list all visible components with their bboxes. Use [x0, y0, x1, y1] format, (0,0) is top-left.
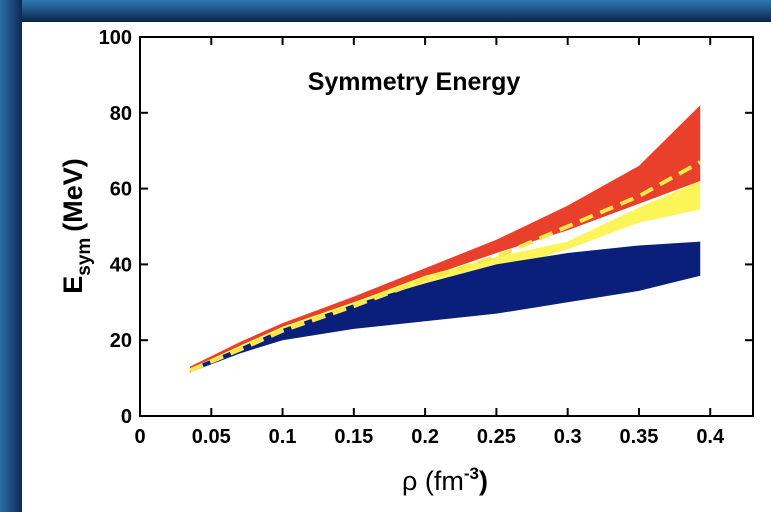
- x-tick-label: 0: [134, 426, 145, 448]
- background-strip: [0, 0, 22, 512]
- x-axis-label: ρ (fm-3): [402, 464, 488, 496]
- chart-title: Symmetry Energy: [308, 68, 521, 96]
- background-strip: [0, 0, 771, 22]
- y-tick-label: 60: [110, 179, 132, 201]
- y-label-sub: sym: [74, 238, 95, 276]
- y-tick-label: 80: [110, 103, 132, 125]
- x-tick-label: 0.1: [269, 426, 297, 448]
- x-tick-label: 0.15: [334, 426, 373, 448]
- band: [189, 181, 701, 373]
- plot-frame: [139, 36, 754, 417]
- band: [189, 241, 701, 373]
- x-label-end: ): [479, 466, 488, 496]
- y-label-main: E: [58, 276, 88, 294]
- y-axis-label: Esym (MeV): [58, 158, 95, 294]
- x-tick-label: 0.35: [619, 426, 658, 448]
- x-tick-label: 0.05: [192, 426, 231, 448]
- x-tick-label: 0.3: [554, 426, 582, 448]
- y-tick-label: 40: [110, 254, 132, 276]
- y-tick-label: 100: [99, 27, 132, 49]
- x-tick-label: 0.4: [696, 426, 725, 448]
- y-label-unit: (MeV): [58, 158, 88, 232]
- y-tick-label: 0: [121, 406, 132, 428]
- x-tick-label: 0.2: [411, 426, 439, 448]
- band: [189, 105, 701, 371]
- x-label-main: ρ (fm: [402, 466, 464, 496]
- y-tick-label: 20: [110, 330, 132, 352]
- x-tick-label: 0.25: [477, 426, 516, 448]
- dashed-line: [189, 160, 702, 373]
- x-label-sup: -3: [464, 464, 479, 483]
